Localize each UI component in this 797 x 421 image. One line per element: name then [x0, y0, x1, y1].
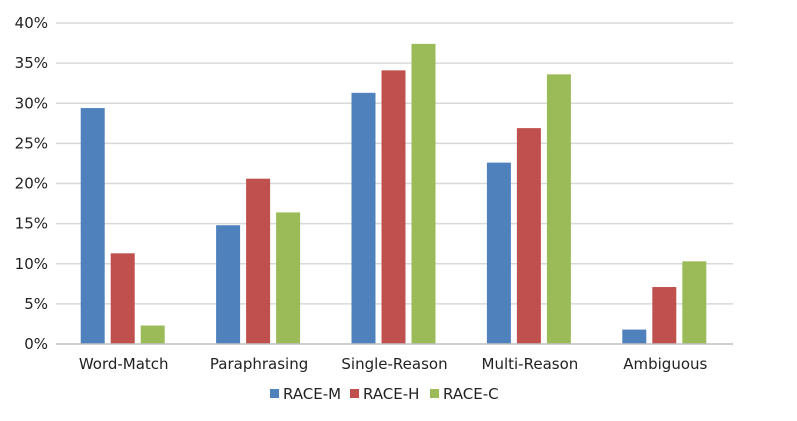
y-tick-label: 15% — [15, 215, 48, 233]
bar-race-h-ambiguous — [652, 287, 677, 344]
legend-label: RACE-C — [443, 385, 499, 403]
x-category-label: Multi-Reason — [482, 355, 579, 373]
bar-race-m-ambiguous — [622, 329, 647, 344]
x-category-label: Paraphrasing — [210, 355, 308, 373]
bar-race-h-single-reason — [381, 70, 406, 344]
bar-race-c-paraphrasing — [276, 212, 301, 344]
y-tick-label: 30% — [15, 94, 48, 112]
legend-label: RACE-H — [363, 385, 419, 403]
legend-swatch — [430, 389, 439, 398]
y-tick-label: 40% — [15, 14, 48, 32]
bar-race-m-paraphrasing — [216, 225, 241, 344]
bar-race-h-paraphrasing — [246, 178, 271, 344]
bar-race-h-multi-reason — [516, 128, 541, 344]
y-tick-label: 35% — [15, 54, 48, 72]
y-tick-label: 5% — [24, 295, 48, 313]
y-tick-label: 25% — [15, 134, 48, 152]
legend: RACE-M RACE-H RACE-C — [270, 385, 499, 403]
bar-race-c-single-reason — [411, 43, 436, 345]
legend-swatch — [350, 389, 359, 398]
legend-swatch — [270, 389, 279, 398]
y-axis-tick-labels: 0% 5% 10% 15% 20% 25% 30% 35% 40% — [15, 14, 48, 353]
bar-race-c-multi-reason — [546, 74, 571, 345]
bars — [80, 43, 707, 345]
bar-race-h-word-match — [110, 253, 135, 344]
legend-label: RACE-M — [283, 385, 341, 403]
bar-race-c-ambiguous — [682, 261, 707, 344]
y-tick-label: 20% — [15, 175, 48, 193]
bar-race-m-multi-reason — [486, 162, 511, 344]
x-axis-category-labels: Word-Match Paraphrasing Single-Reason Multi… — [79, 355, 708, 373]
x-category-label: Single-Reason — [341, 355, 447, 373]
bar-race-m-single-reason — [351, 92, 376, 344]
bar-race-m-word-match — [80, 108, 105, 344]
x-category-label: Word-Match — [79, 355, 169, 373]
x-category-label: Ambiguous — [623, 355, 707, 373]
y-tick-label: 10% — [15, 255, 48, 273]
bar-race-c-word-match — [140, 325, 165, 344]
y-tick-label: 0% — [24, 335, 48, 353]
